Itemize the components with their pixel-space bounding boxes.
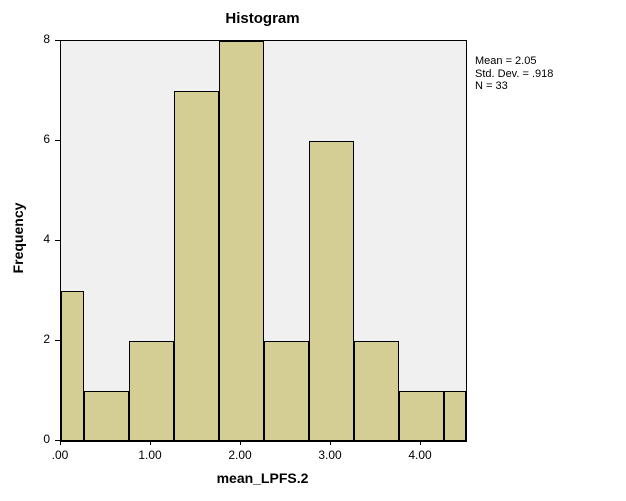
histogram-bar — [309, 141, 354, 441]
y-tick — [55, 40, 60, 41]
chart-title: Histogram — [60, 10, 465, 27]
x-axis-label: mean_LPFS.2 — [60, 470, 465, 486]
x-tick — [150, 440, 151, 445]
histogram-bar — [219, 41, 264, 441]
x-tick — [240, 440, 241, 445]
y-tick-label: 2 — [0, 332, 50, 346]
stats-std: Std. Dev. = .918 — [475, 68, 553, 81]
x-tick-label: .00 — [35, 448, 85, 462]
histogram-chart: Histogram Frequency mean_LPFS.2 Mean = 2… — [0, 0, 626, 501]
y-tick-label: 8 — [0, 32, 50, 46]
x-tick — [60, 440, 61, 445]
histogram-bar — [354, 341, 399, 441]
x-tick-label: 4.00 — [395, 448, 445, 462]
y-tick-label: 0 — [0, 432, 50, 446]
histogram-bar — [174, 91, 219, 441]
histogram-bar — [129, 341, 174, 441]
histogram-bar — [444, 391, 467, 441]
stats-n: N = 33 — [475, 80, 553, 93]
histogram-bar — [399, 391, 444, 441]
y-tick — [55, 140, 60, 141]
stats-block: Mean = 2.05 Std. Dev. = .918 N = 33 — [475, 55, 553, 93]
stats-mean: Mean = 2.05 — [475, 55, 553, 68]
histogram-bar — [84, 391, 129, 441]
x-tick-label: 1.00 — [125, 448, 175, 462]
plot-area — [60, 40, 467, 442]
y-tick-label: 6 — [0, 132, 50, 146]
histogram-bar — [264, 341, 309, 441]
histogram-bar — [61, 291, 84, 441]
y-tick — [55, 340, 60, 341]
x-tick — [330, 440, 331, 445]
x-tick-label: 2.00 — [215, 448, 265, 462]
x-tick-label: 3.00 — [305, 448, 355, 462]
y-tick — [55, 240, 60, 241]
x-tick — [420, 440, 421, 445]
y-tick-label: 4 — [0, 232, 50, 246]
